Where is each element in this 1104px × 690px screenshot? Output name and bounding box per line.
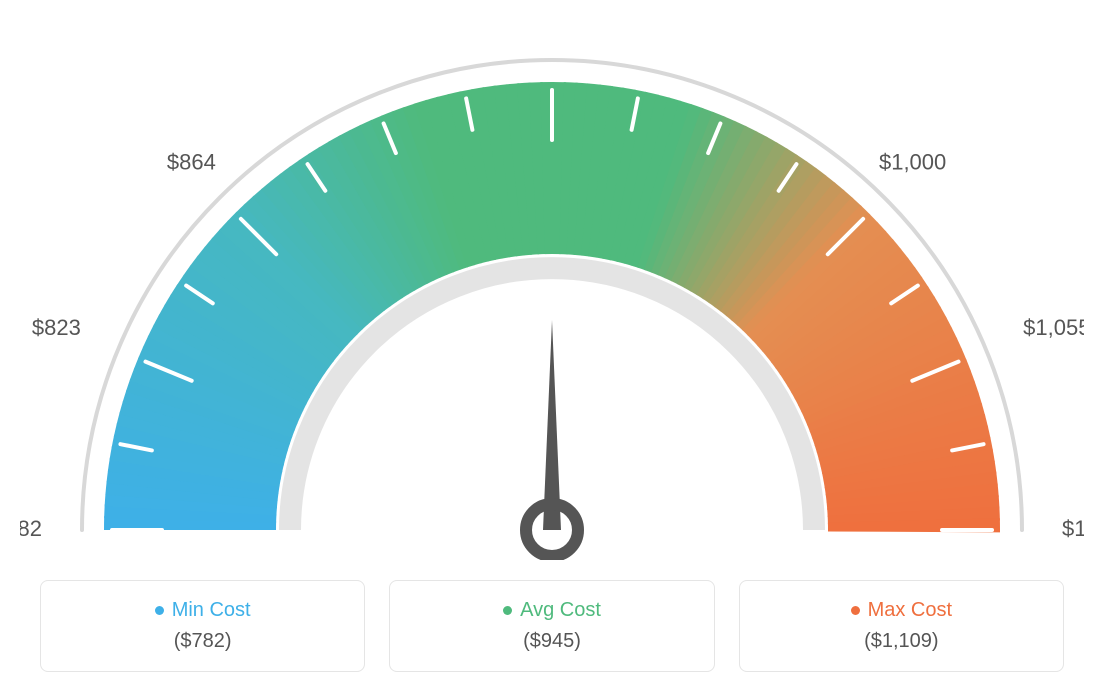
legend-dot-avg [503,606,512,615]
legend-title-max: Max Cost [851,599,952,622]
svg-text:$782: $782 [20,516,42,541]
legend-value-min: ($782) [41,630,364,653]
svg-text:$823: $823 [32,315,81,340]
svg-text:$1,055: $1,055 [1023,315,1084,340]
legend-title-min: Min Cost [155,599,251,622]
legend-label-min: Min Cost [172,599,251,622]
legend-label-max: Max Cost [868,599,952,622]
legend-card-avg: Avg Cost ($945) [389,580,714,672]
legend-label-avg: Avg Cost [520,599,601,622]
svg-text:$1,000: $1,000 [879,149,946,174]
legend-row: Min Cost ($782) Avg Cost ($945) Max Cost… [20,580,1084,672]
gauge-svg: $782 $823 $864 $945 $1,000 $1,055 $1,109 [20,20,1084,560]
svg-text:$1,109: $1,109 [1062,516,1084,541]
legend-dot-max [851,606,860,615]
legend-value-avg: ($945) [390,630,713,653]
gauge-chart: $782 $823 $864 $945 $1,000 $1,055 $1,109 [20,20,1084,560]
legend-card-min: Min Cost ($782) [40,580,365,672]
legend-title-avg: Avg Cost [503,599,601,622]
legend-dot-min [155,606,164,615]
legend-card-max: Max Cost ($1,109) [739,580,1064,672]
legend-value-max: ($1,109) [740,630,1063,653]
svg-text:$864: $864 [167,149,216,174]
svg-text:$945: $945 [528,20,577,21]
